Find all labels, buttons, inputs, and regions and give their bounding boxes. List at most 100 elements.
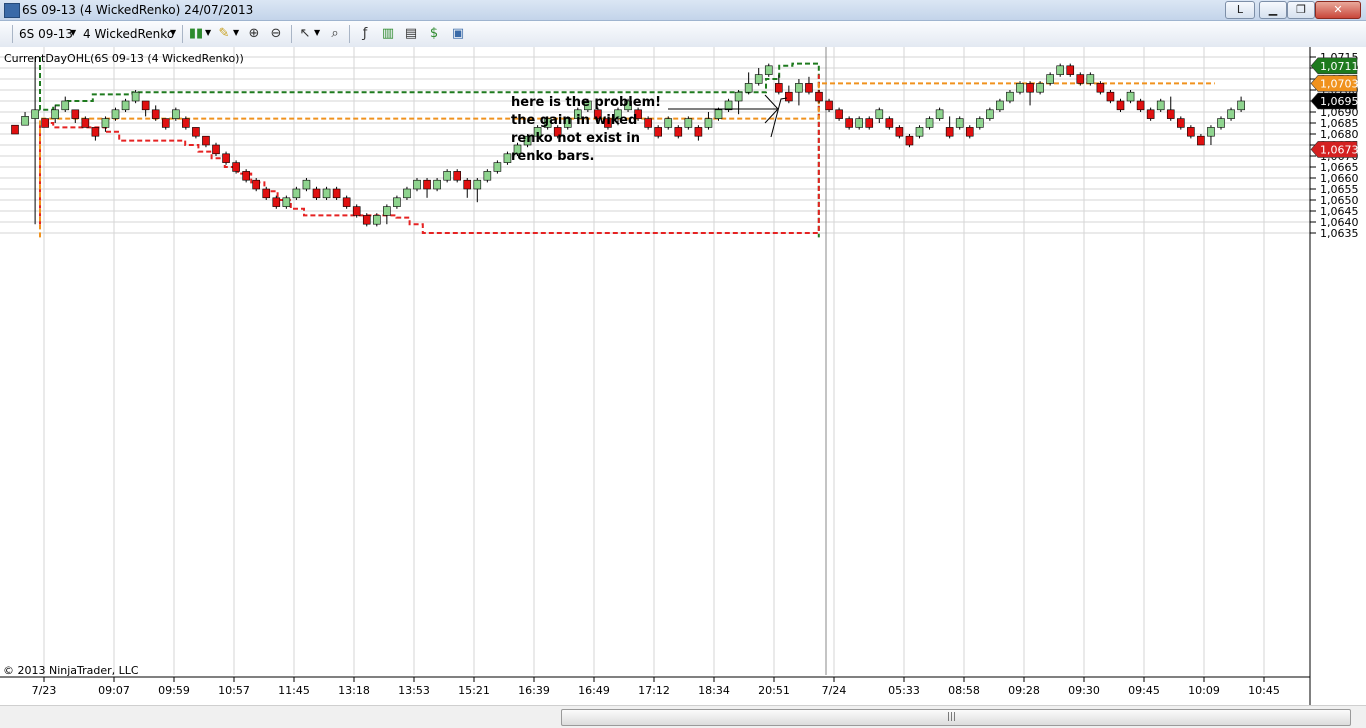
candle-down [222,151,230,165]
candle-body [955,118,964,128]
chevron-down-icon[interactable]: ▼ [205,28,212,37]
candle-up [573,107,582,121]
chart-toolbar: 6S 09-13 ▼ 4 WickedRenko ▼ ▮▮ ▼ ✎ ▼ ⊕ ⊖ … [0,21,1366,48]
candle-up [855,116,864,130]
grip-icon: ||| [947,712,957,722]
candles [11,57,1245,227]
candle-body [785,91,793,102]
maximize-button[interactable]: ❐ [1287,1,1315,19]
dollar-icon[interactable]: $ [429,26,439,41]
candle-up [61,96,70,112]
candle-body [644,118,652,128]
candle-body [634,109,642,119]
price-flag-label: 1,0695 [1320,95,1359,108]
title-bar: 6S 09-13 (4 WickedRenko) 24/07/2013 L ▁ … [0,0,1366,21]
annotation-line: the gain in wiked [511,113,638,128]
candle-body [302,179,311,190]
candle-up [1237,96,1245,112]
candle-down [11,124,19,135]
candle-body [875,109,884,119]
minimize-button[interactable]: ▁ [1259,1,1287,19]
annotation-line: renko bars. [511,149,595,164]
candle-down [463,178,472,198]
candle-up [131,90,140,104]
toolbar-separator [349,25,350,43]
candle-body [1046,74,1054,84]
candle-up [21,112,29,126]
candle-down [1197,134,1205,146]
candle-body [172,109,180,119]
scrollbar-thumb[interactable]: ||| [561,709,1351,726]
price-chart[interactable]: 1,07151,07101,07051,07001,06951,06901,06… [0,47,1366,705]
search-icon[interactable]: ⌕ [331,26,339,41]
price-tick-label: 1,0665 [1320,161,1359,174]
candle-down [81,116,90,128]
indicator-line [39,82,1215,238]
candle-body [272,197,281,207]
candle-body [604,118,612,128]
candle-body [161,118,170,128]
candle-up [443,169,451,183]
candle-body [1177,118,1185,128]
chevron-down-icon[interactable]: ▼ [314,28,321,37]
chart-trader-icon[interactable]: ▤ [404,26,418,41]
pencil-icon[interactable]: ✎ [218,26,230,41]
candle-up [543,116,552,130]
candle-body [61,100,70,111]
candle-down [865,116,874,130]
candle-down [182,116,190,130]
cursor-icon[interactable]: ↖ [299,26,311,41]
candle-body [453,171,462,181]
candle-down [1116,98,1125,112]
candle-body [584,100,592,111]
candle-down [674,125,683,139]
candle-up [614,107,622,126]
candle-up [31,57,39,225]
chevron-down-icon[interactable]: ▼ [70,28,77,37]
candle-down [141,100,150,117]
candle-body [232,162,240,172]
indicators-icon[interactable]: ƒ [362,26,368,41]
candle-body [262,188,271,199]
chart-window-icon [4,3,20,18]
candle-body [905,135,914,146]
candle-body [1116,100,1125,111]
candle-body [684,118,693,128]
close-button[interactable]: ✕ [1315,1,1361,19]
candle-up [473,178,482,203]
chevron-down-icon[interactable]: ▼ [233,28,240,37]
candle-up [413,178,421,192]
instrument-selector[interactable]: 6S 09-13 [19,27,73,41]
candle-down [1136,98,1145,112]
chevron-down-icon[interactable]: ▼ [170,28,177,37]
candle-up [714,107,723,121]
candle-down [845,116,853,130]
toolbar-separator [291,25,292,43]
link-button[interactable]: L [1225,1,1255,19]
candle-down [895,125,904,139]
candle-body [664,118,673,128]
candle-body [443,171,451,181]
candle-body [594,109,602,119]
properties-icon[interactable]: ▣ [451,26,465,41]
chart-style-icon[interactable]: ▮▮ [188,26,204,41]
candle-down [694,125,703,141]
candle-up [533,125,542,139]
strategies-icon[interactable]: ▥ [381,26,395,41]
zoom-out-icon[interactable]: ⊖ [270,26,282,41]
toolbar-separator [182,25,183,43]
candle-down [151,105,160,121]
candle-up [523,134,532,148]
candle-body [573,109,582,119]
zoom-in-icon[interactable]: ⊕ [248,26,260,41]
candle-down [362,213,371,227]
candle-down [262,186,271,200]
candle-up [433,178,441,192]
time-tick-label: 16:49 [578,684,610,697]
period-selector[interactable]: 4 WickedRenko [83,27,175,41]
candle-up [1036,81,1044,95]
price-flag-label: 1,0673 [1320,143,1359,156]
candle-body [1036,83,1044,93]
price-flag-shape [1310,92,1358,110]
horizontal-scrollbar[interactable]: ||| [0,705,1366,728]
